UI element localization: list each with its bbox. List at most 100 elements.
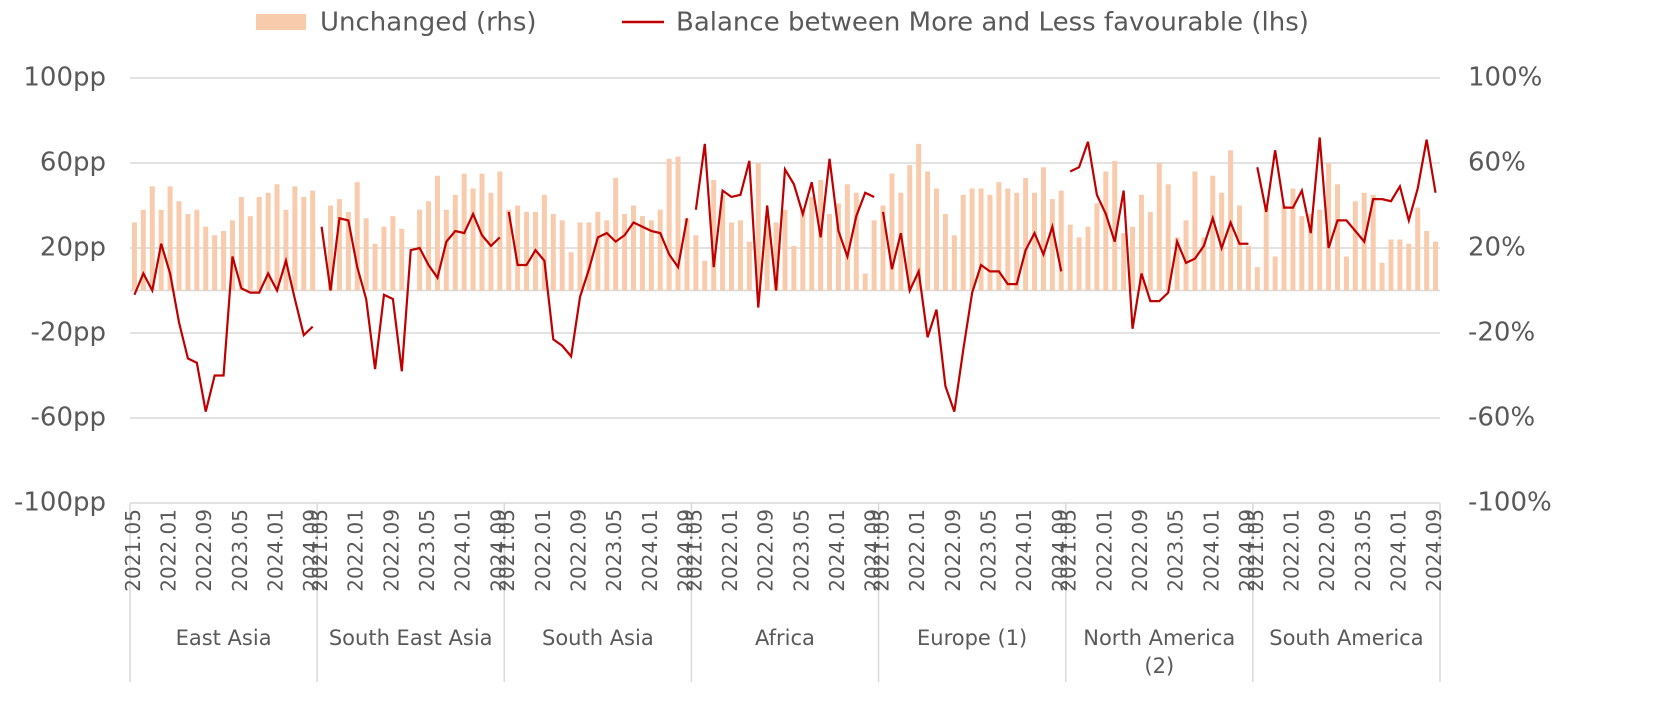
bar — [1290, 188, 1296, 291]
bar — [746, 241, 752, 291]
bar — [577, 222, 583, 291]
bar — [987, 194, 993, 291]
line — [694, 143, 875, 308]
bar — [853, 192, 859, 291]
bar — [1326, 163, 1332, 291]
bar — [292, 186, 298, 291]
bar — [871, 220, 877, 291]
y-tick-label: -60pp — [31, 403, 106, 433]
bar — [1032, 192, 1038, 291]
y2-tick-label: -20% — [1468, 318, 1535, 348]
bar — [729, 222, 735, 291]
bar — [247, 216, 253, 291]
line — [881, 211, 1063, 412]
bar — [657, 209, 663, 291]
bar — [1397, 239, 1403, 291]
bar — [381, 226, 387, 291]
x-tick-label: 2024.09 — [673, 509, 697, 592]
bar — [648, 220, 654, 291]
x-tick-label: 2022.01 — [531, 509, 555, 592]
bar — [1424, 231, 1430, 291]
x-tick-label: 2024.01 — [1012, 509, 1036, 592]
bar — [737, 220, 743, 291]
bar — [969, 188, 975, 291]
x-tick-label: 2021.05 — [121, 509, 145, 592]
bar — [1076, 237, 1082, 291]
bar — [1014, 192, 1020, 291]
bar — [1245, 245, 1251, 291]
x-tick-label: 2022.01 — [344, 509, 368, 592]
x-tick-label: 2022.09 — [192, 509, 216, 592]
bar — [274, 184, 280, 291]
y-tick-label: 100pp — [23, 63, 106, 93]
bar — [1103, 171, 1109, 291]
x-tick-label: 2021.05 — [682, 509, 706, 592]
bar — [568, 252, 574, 291]
line — [320, 211, 501, 372]
bar — [158, 209, 164, 291]
bar — [1317, 209, 1323, 291]
bar — [898, 192, 904, 291]
bar — [1263, 207, 1269, 291]
x-tick-label: 2024.09 — [861, 509, 885, 592]
bar — [880, 205, 886, 291]
bar — [1370, 194, 1376, 291]
bar — [176, 201, 182, 291]
x-tick-label: 2023.05 — [602, 509, 626, 592]
bar — [675, 156, 681, 291]
bar — [916, 143, 922, 291]
group-label: South East Asia — [328, 626, 493, 650]
bar — [131, 222, 137, 291]
bar — [666, 158, 672, 291]
bar — [506, 209, 512, 291]
bar — [1183, 220, 1189, 291]
bar — [800, 209, 806, 291]
bar — [862, 273, 868, 291]
bar — [684, 218, 690, 291]
bar — [399, 228, 405, 291]
bar — [907, 165, 913, 291]
bar — [140, 209, 146, 291]
bar — [328, 205, 334, 291]
bar — [541, 194, 547, 291]
bar — [773, 222, 779, 291]
bar — [1379, 262, 1385, 291]
bar — [604, 220, 610, 291]
bar — [1023, 177, 1029, 291]
bar — [426, 201, 432, 291]
x-tick-label: 2024.01 — [1199, 509, 1223, 592]
bar — [559, 220, 565, 291]
bar — [283, 209, 289, 291]
bar — [1156, 163, 1162, 291]
bar — [203, 226, 209, 291]
x-tick-label: 2023.05 — [1351, 509, 1375, 592]
bar — [212, 235, 218, 291]
legend-label: Balance between More and Less favourable… — [676, 8, 1309, 38]
y2-tick-label: -100% — [1468, 488, 1552, 518]
bar — [782, 209, 788, 291]
x-tick-label: 2023.05 — [415, 509, 439, 592]
x-tick-label: 2022.09 — [567, 509, 591, 592]
x-tick-label: 2024.09 — [1048, 509, 1072, 592]
group-label: Europe (1) — [916, 626, 1028, 650]
bar — [613, 177, 619, 291]
y2-tick-label: 20% — [1468, 233, 1526, 263]
legend-swatch — [256, 14, 306, 30]
bar — [372, 243, 378, 291]
bar — [631, 205, 636, 291]
x-tick-label: 2022.09 — [1128, 509, 1152, 592]
bar — [336, 199, 342, 291]
bar — [167, 186, 173, 291]
bar — [345, 211, 351, 291]
bar — [1174, 237, 1180, 291]
bar — [265, 192, 271, 291]
x-tick-label: 2023.05 — [228, 509, 252, 592]
y-tick-label: -20pp — [31, 318, 106, 348]
bar — [1067, 224, 1073, 291]
bar — [470, 188, 476, 291]
bar — [1085, 226, 1091, 291]
bar — [524, 211, 530, 291]
line — [507, 211, 689, 359]
bar — [1335, 184, 1341, 291]
bar — [889, 173, 895, 291]
